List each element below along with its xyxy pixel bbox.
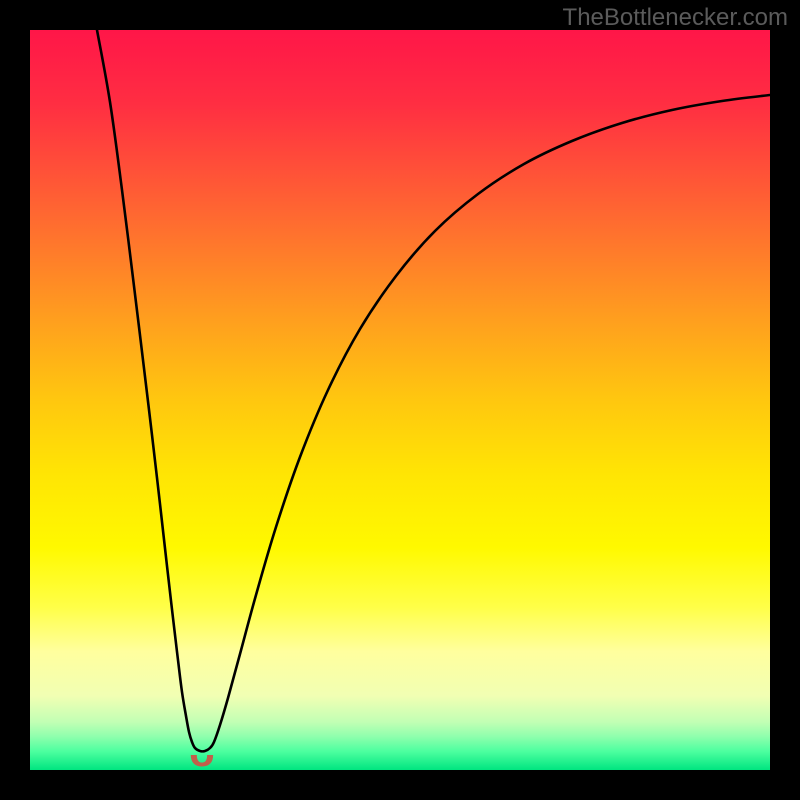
bottleneck-curve [97,30,770,751]
optimum-marker-icon: ᴗ [189,731,215,770]
watermark-text: TheBottlenecker.com [563,4,788,32]
curve-layer [30,30,770,770]
plot-area: ᴗ [30,30,770,770]
figure-root: ᴗ TheBottlenecker.com [0,0,800,800]
